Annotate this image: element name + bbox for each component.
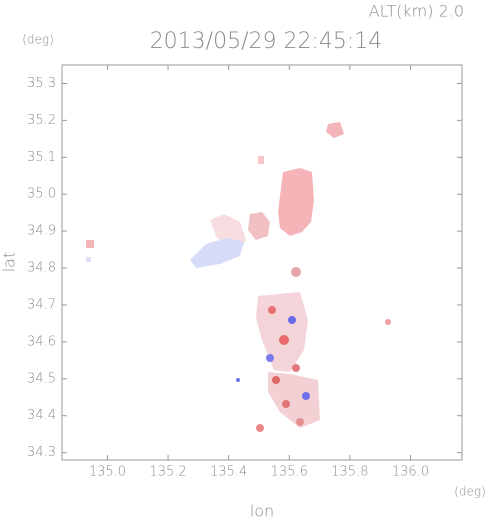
x-unit: (deg)	[454, 485, 486, 499]
echo	[302, 392, 310, 400]
echo	[86, 257, 91, 262]
echo	[86, 240, 94, 248]
y-tick-label: 34.3	[27, 445, 56, 460]
y-unit: (deg)	[22, 33, 54, 47]
y-tick-label: 34.8	[27, 261, 56, 276]
y-tick-label: 34.9	[27, 224, 56, 239]
echo	[256, 424, 264, 432]
x-tick-label: 135.8	[331, 465, 368, 480]
echo	[258, 156, 264, 164]
chart-title: 2013/05/29 22:45:14	[150, 29, 383, 54]
y-tick-label: 34.5	[27, 371, 56, 386]
echo	[236, 378, 240, 382]
echo	[190, 238, 244, 268]
y-tick-label: 34.7	[27, 297, 56, 312]
y-tick-label: 34.4	[27, 408, 56, 423]
echo	[278, 168, 314, 236]
echo	[291, 267, 301, 277]
radar-echoes	[86, 122, 391, 432]
y-tick-label: 35.2	[27, 113, 56, 128]
echo	[282, 400, 290, 408]
echo	[288, 316, 296, 324]
echo	[292, 364, 300, 372]
echo	[266, 354, 274, 362]
y-tick-label: 35.0	[27, 187, 56, 202]
altitude-label: ALT(km) 2.0	[369, 2, 464, 21]
echo	[279, 335, 289, 345]
x-axis-label: lon	[250, 502, 274, 521]
echo	[268, 372, 320, 428]
echo	[256, 292, 308, 372]
echo	[268, 306, 276, 314]
x-tick-label: 135.6	[271, 465, 308, 480]
y-tick-label: 34.6	[27, 334, 56, 349]
echo	[385, 319, 391, 325]
y-tick-label: 35.3	[27, 76, 56, 91]
plot-frame	[61, 64, 463, 461]
echo	[248, 212, 270, 240]
echo	[272, 376, 280, 384]
echo	[296, 418, 304, 426]
x-tick-label: 135.4	[210, 465, 247, 480]
x-tick-label: 135.0	[89, 465, 126, 480]
x-tick-label: 135.2	[149, 465, 186, 480]
y-axis-label: lat	[0, 252, 19, 273]
echo	[326, 122, 344, 138]
x-tick-label: 136.0	[392, 465, 429, 480]
y-tick-label: 35.1	[27, 150, 56, 165]
